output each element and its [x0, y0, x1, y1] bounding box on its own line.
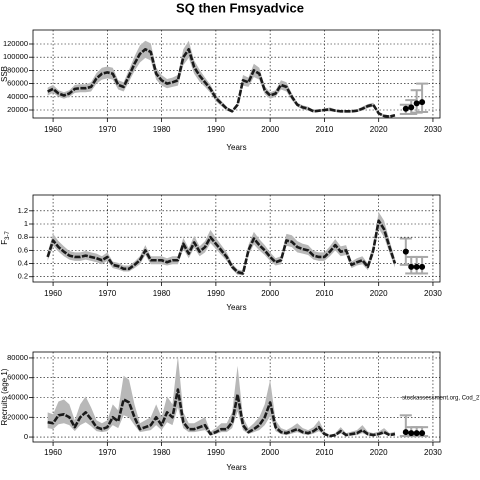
y-axis-label-main: SSB — [0, 66, 9, 82]
y-tick-label: 40000 — [7, 392, 28, 401]
chart-title: SQ then Fmsyadvice — [176, 0, 304, 15]
x-tick-label: 1980 — [153, 289, 171, 298]
x-tick-label: 1970 — [98, 448, 116, 457]
x-tick-label: 2010 — [316, 125, 334, 134]
plot-area — [47, 40, 429, 118]
confidence-band — [47, 40, 395, 118]
x-tick-label: 2000 — [261, 448, 279, 457]
x-tick-label: 1990 — [207, 125, 225, 134]
x-tick-label: 1990 — [207, 289, 225, 298]
y-tick-label: 80000 — [7, 353, 28, 362]
y-tick-label: 1 — [24, 219, 28, 228]
x-tick-label: 1980 — [153, 125, 171, 134]
y-tick-label: 0 — [24, 432, 28, 441]
y-tick-label: 0.6 — [18, 245, 28, 254]
y-tick-label: 0.4 — [18, 259, 28, 268]
x-tick-label: 2010 — [316, 289, 334, 298]
y-tick-label: 0.8 — [18, 232, 28, 241]
annotation: stockassessment.org, Cod_27_5 — [402, 396, 480, 402]
projection-point — [402, 429, 409, 436]
y-tick-label: 20000 — [7, 412, 28, 421]
y-tick-label: 40000 — [7, 92, 28, 101]
y-tick-label: 100000 — [3, 52, 28, 61]
x-tick-label: 2020 — [370, 289, 388, 298]
y-tick-label: 0.2 — [18, 272, 28, 281]
x-tick-label: 2000 — [261, 125, 279, 134]
y-axis-label: F3-7 — [0, 231, 10, 245]
plot-area — [46, 212, 429, 276]
y-axis-label: Recruits (age 1) — [0, 368, 9, 425]
panel: 1960 1970 1980 1990 2000 2010 2020 2030 0 20000 40… — [0, 351, 480, 472]
y-axis-label-sub: 3-7 — [5, 231, 11, 240]
x-tick-label: 2030 — [424, 448, 442, 457]
plot-area — [47, 355, 429, 438]
projection-point — [419, 263, 426, 270]
plot-frame — [32, 351, 441, 443]
x-axis-label: Years — [226, 303, 246, 312]
x-tick-label: 1970 — [98, 125, 116, 134]
projection-point — [419, 430, 426, 437]
x-tick-label: 1960 — [44, 289, 62, 298]
y-tick-label: 60000 — [7, 373, 28, 382]
x-tick-label: 2010 — [316, 448, 334, 457]
projection-point — [408, 104, 415, 111]
x-axis-label: Years — [226, 463, 246, 472]
y-tick-label: 1.2 — [18, 206, 28, 215]
y-tick-label: 120000 — [3, 39, 28, 48]
y-axis-label-main: F — [0, 240, 9, 245]
x-tick-label: 2020 — [370, 125, 388, 134]
x-tick-label: 1970 — [98, 289, 116, 298]
x-tick-label: 2030 — [424, 125, 442, 134]
estimate-line — [46, 219, 397, 275]
plot-frame — [32, 29, 441, 119]
estimate-line — [47, 388, 396, 438]
projection-point — [419, 99, 426, 106]
panel: 1960 1970 1980 1990 2000 2010 2020 2030 20000 400… — [0, 29, 442, 152]
x-tick-label: 2030 — [424, 289, 442, 298]
x-tick-label: 1990 — [207, 448, 225, 457]
projection-point — [402, 105, 409, 112]
y-axis-label: SSB — [0, 66, 9, 82]
projection-point — [408, 263, 415, 270]
projection-point — [408, 430, 415, 437]
y-tick-label: 80000 — [7, 65, 28, 74]
y-tick-label: 20000 — [7, 105, 28, 114]
x-tick-label: 1960 — [44, 125, 62, 134]
x-tick-label: 2020 — [370, 448, 388, 457]
panel: 1960 1970 1980 1990 2000 2010 2020 2030 0.2 0.4 0.… — [0, 194, 442, 312]
x-tick-label: 2000 — [261, 289, 279, 298]
y-axis-label-main: Recruits (age 1) — [0, 368, 9, 425]
projection-point — [413, 430, 420, 437]
x-tick-label: 1980 — [153, 448, 171, 457]
x-tick-label: 1960 — [44, 448, 62, 457]
x-axis-label: Years — [226, 143, 246, 152]
plot-frame — [32, 194, 441, 283]
projection-point — [402, 248, 409, 255]
y-tick-label: 60000 — [7, 79, 28, 88]
projection-point — [413, 263, 420, 270]
projection-point — [413, 100, 420, 107]
estimate-line — [47, 47, 396, 118]
